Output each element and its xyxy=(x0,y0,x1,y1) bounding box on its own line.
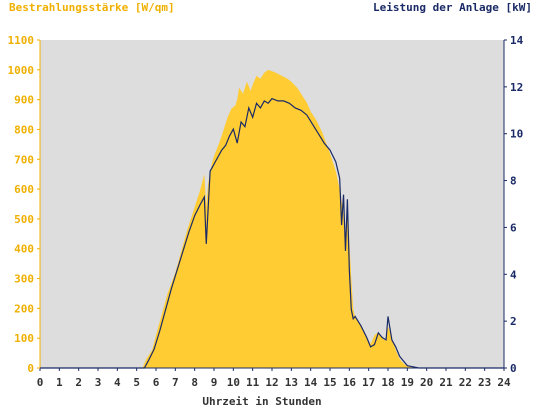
right-tick-label: 12 xyxy=(510,81,523,94)
x-tick-label: 10 xyxy=(227,376,240,389)
x-tick-label: 18 xyxy=(381,376,394,389)
x-tick-label: 20 xyxy=(420,376,433,389)
left-tick-label: 200 xyxy=(14,302,34,315)
power-line xyxy=(40,97,504,369)
x-tick-label: 0 xyxy=(37,376,44,389)
irradiance-area xyxy=(40,69,504,368)
right-tick-label: 6 xyxy=(510,221,517,234)
right-tick-label: 8 xyxy=(510,175,517,188)
x-tick-label: 8 xyxy=(191,376,198,389)
left-tick-label: 900 xyxy=(14,94,34,107)
left-tick-label: 100 xyxy=(14,332,34,345)
x-tick-label: 12 xyxy=(265,376,278,389)
x-axis-title: Uhrzeit in Stunden xyxy=(202,395,321,408)
left-tick-label: 400 xyxy=(14,243,34,256)
left-tick-label: 1100 xyxy=(8,34,35,47)
x-tick-label: 6 xyxy=(153,376,160,389)
right-tick-label: 10 xyxy=(510,128,523,141)
left-tick-label: 500 xyxy=(14,213,34,226)
x-tick-label: 4 xyxy=(114,376,121,389)
x-tick-labels: 0 1 2 3 4 5 6 7 8 9 10 11 12 13 14 15 16 17 18 19 20 21 22 23 24 xyxy=(37,376,511,389)
x-tick-label: 17 xyxy=(362,376,375,389)
right-tick-label: 4 xyxy=(510,268,517,281)
x-tick-label: 3 xyxy=(95,376,102,389)
x-tick-label: 16 xyxy=(343,376,357,389)
x-tick-label: 14 xyxy=(304,376,318,389)
axes xyxy=(37,39,507,371)
x-tick-label: 22 xyxy=(459,376,472,389)
left-tick-label: 300 xyxy=(14,273,34,286)
x-tick-label: 9 xyxy=(211,376,218,389)
x-tick-label: 21 xyxy=(439,376,453,389)
x-tick-label: 11 xyxy=(246,376,260,389)
right-tick-label: 2 xyxy=(510,315,517,328)
left-tick-label: 1000 xyxy=(8,64,35,77)
x-tick-label: 1 xyxy=(56,376,63,389)
x-tick-label: 15 xyxy=(323,376,336,389)
left-axis-title: Bestrahlungsstärke [W/qm] xyxy=(9,1,175,14)
x-tick-label: 5 xyxy=(133,376,140,389)
left-tick-label: 700 xyxy=(14,153,34,166)
left-tick-label: 0 xyxy=(27,362,34,375)
right-tick-label: 0 xyxy=(510,362,517,375)
left-tick-label: 800 xyxy=(14,123,34,136)
left-tick-labels: 0 100 200 300 400 500 600 700 800 900 1000 1100 xyxy=(8,34,35,375)
right-axis-title: Leistung der Anlage [kW] xyxy=(373,1,532,14)
x-tick-label: 2 xyxy=(75,376,82,389)
right-tick-label: 14 xyxy=(510,34,524,47)
right-tick-labels: 0 2 4 6 8 10 12 14 xyxy=(510,34,524,375)
x-tick-label: 7 xyxy=(172,376,179,389)
x-tick-label: 13 xyxy=(285,376,298,389)
x-tick-label: 24 xyxy=(497,376,511,389)
left-tick-label: 600 xyxy=(14,183,34,196)
x-tick-label: 23 xyxy=(478,376,491,389)
x-tick-label: 19 xyxy=(401,376,414,389)
